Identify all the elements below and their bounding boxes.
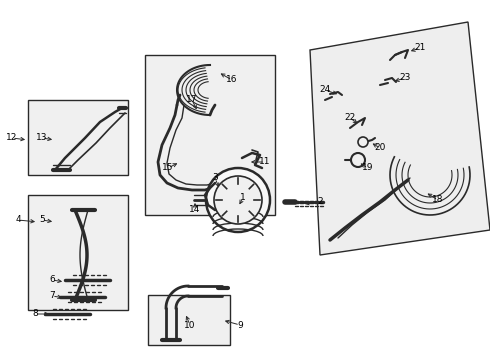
Text: 22: 22 (344, 113, 356, 122)
Text: 1: 1 (240, 194, 246, 202)
Text: 6: 6 (49, 275, 55, 284)
Text: 24: 24 (319, 85, 331, 94)
Text: 20: 20 (374, 144, 386, 153)
Text: 10: 10 (184, 320, 196, 329)
Text: 3: 3 (212, 174, 218, 183)
Text: 8: 8 (32, 310, 38, 319)
Circle shape (214, 176, 262, 224)
Text: 11: 11 (259, 158, 271, 166)
Text: 13: 13 (36, 134, 48, 143)
Circle shape (351, 153, 365, 167)
Text: 19: 19 (362, 163, 374, 172)
Bar (145, 55, 275, 215)
Text: 12: 12 (6, 134, 18, 143)
Text: 2: 2 (317, 198, 323, 207)
Polygon shape (310, 22, 490, 255)
Text: 9: 9 (237, 320, 243, 329)
Circle shape (206, 168, 270, 232)
Text: 15: 15 (162, 163, 174, 172)
Text: 18: 18 (432, 195, 444, 204)
Bar (28, 100, 128, 175)
Circle shape (358, 137, 368, 147)
Text: 4: 4 (15, 216, 21, 225)
Text: 14: 14 (189, 206, 201, 215)
Text: 17: 17 (186, 95, 198, 104)
Text: 16: 16 (226, 76, 238, 85)
Bar (148, 295, 230, 345)
Text: 7: 7 (49, 292, 55, 301)
Text: 23: 23 (399, 73, 411, 82)
Text: 21: 21 (415, 44, 426, 53)
Bar (28, 195, 128, 310)
Text: 5: 5 (39, 216, 45, 225)
